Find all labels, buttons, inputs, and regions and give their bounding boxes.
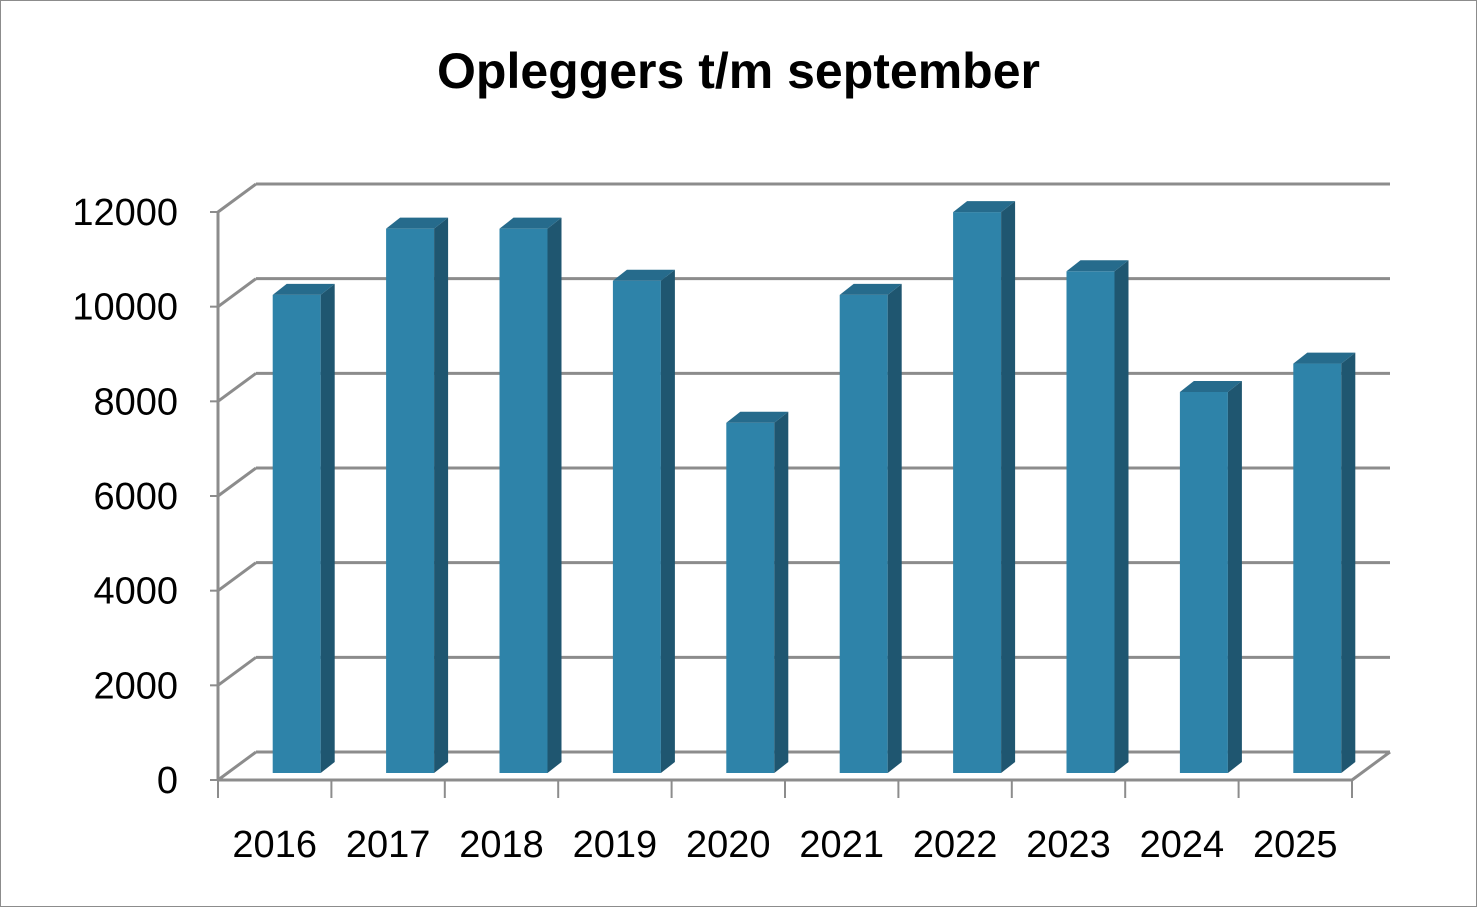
x-axis-labels: 2016 2017 2018 2019 2020 2021 2022 2023 2024 2025 — [232, 824, 1337, 866]
bar-2025 — [1293, 353, 1355, 773]
bar-side — [1001, 201, 1015, 773]
y-axis-labels: 0 2000 4000 6000 8000 10000 12000 — [72, 192, 178, 802]
bar-front — [273, 295, 321, 773]
bar-side — [548, 218, 562, 773]
bar-front — [726, 423, 774, 773]
bar-2019 — [613, 270, 675, 773]
y-tick-label: 10000 — [72, 287, 178, 329]
bars — [273, 201, 1356, 773]
x-tick-label: 2017 — [346, 824, 431, 866]
y-tick-label: 4000 — [93, 571, 178, 613]
x-tick-label: 2016 — [232, 824, 317, 866]
gridline-diag-8000 — [218, 373, 256, 401]
bar-2024 — [1180, 381, 1242, 773]
bar-2021 — [840, 284, 902, 773]
bar-2023 — [1067, 260, 1129, 773]
bar-front — [1180, 392, 1228, 773]
bar-front — [386, 229, 434, 773]
y-tick-label: 12000 — [72, 192, 178, 234]
gridline-diag-0 — [218, 752, 256, 780]
bar-side — [434, 218, 448, 773]
bar-2018 — [500, 218, 562, 773]
x-tick-label: 2021 — [799, 824, 884, 866]
x-tick-label: 2022 — [913, 824, 998, 866]
y-tick-label: 2000 — [93, 665, 178, 707]
bar-side — [888, 284, 902, 773]
bar-front — [840, 295, 888, 773]
x-tick-label: 2018 — [459, 824, 544, 866]
bar-front — [953, 212, 1001, 773]
bar-2017 — [386, 218, 448, 773]
y-tick-label: 0 — [157, 760, 178, 802]
bar-2022 — [953, 201, 1015, 773]
x-tick-label: 2023 — [1026, 824, 1111, 866]
bar-front — [500, 229, 548, 773]
gridline-diag-4000 — [218, 563, 256, 591]
bar-side — [661, 270, 675, 773]
floor-right-edge — [1352, 752, 1390, 780]
bar-front — [613, 281, 661, 773]
bar-front — [1293, 364, 1341, 773]
bar-front — [1067, 271, 1115, 773]
x-tick-label: 2025 — [1253, 824, 1338, 866]
bar-2020 — [726, 412, 788, 773]
bar-side — [321, 284, 335, 773]
bar-2016 — [273, 284, 335, 773]
bar-side — [1228, 381, 1242, 773]
x-tick-label: 2024 — [1140, 824, 1225, 866]
bar-side — [1341, 353, 1355, 773]
y-tick-label: 8000 — [93, 381, 178, 423]
bar-side — [774, 412, 788, 773]
gridline-diag-6000 — [218, 468, 256, 496]
x-tick-label: 2019 — [573, 824, 658, 866]
x-tick-label: 2020 — [686, 824, 771, 866]
gridline-diag-2000 — [218, 657, 256, 685]
y-tick-label: 6000 — [93, 476, 178, 518]
gridline-diag-12000 — [218, 184, 256, 212]
gridline-diag-10000 — [218, 279, 256, 307]
bar-side — [1115, 260, 1129, 773]
